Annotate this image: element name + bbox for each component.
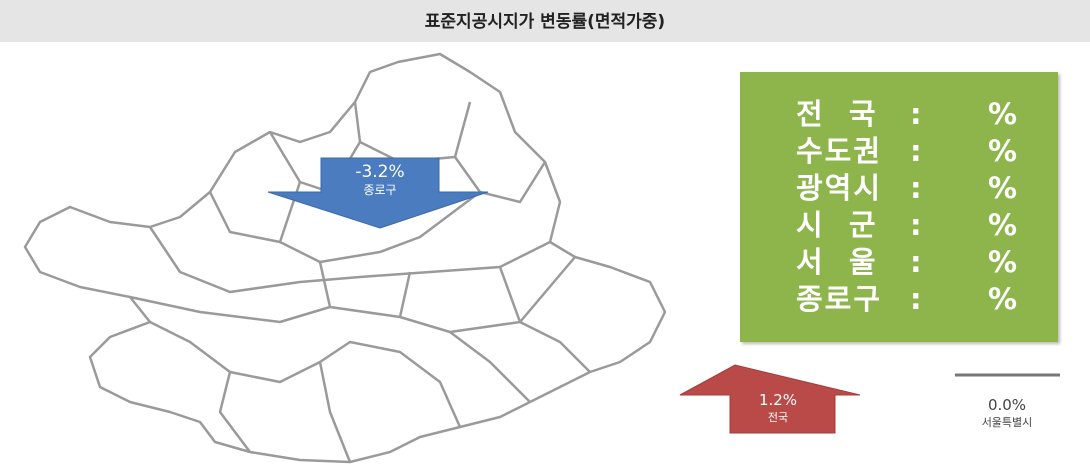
row-unit: % xyxy=(988,245,1018,279)
row-label: 전 국 xyxy=(796,97,878,131)
row-unit: % xyxy=(988,134,1018,168)
row-label: 광역시 xyxy=(796,171,883,205)
summary-row: 서 울:% xyxy=(740,244,1058,280)
row-label: 수도권 xyxy=(796,134,883,168)
row-label: 시 군 xyxy=(796,208,878,242)
summary-row: 전 국:% xyxy=(740,96,1058,132)
seoul-map: -3.2% 종로구 xyxy=(23,52,667,464)
seoul-marker-name: 서울특별시 xyxy=(982,416,1033,429)
row-colon: : xyxy=(910,245,922,279)
row-unit: % xyxy=(988,97,1018,131)
row-colon: : xyxy=(910,134,922,168)
district-arrow-name: 종로구 xyxy=(363,183,396,197)
summary-row: 시 군:% xyxy=(740,207,1058,243)
row-colon: : xyxy=(910,171,922,205)
summary-row: 종로구:% xyxy=(740,281,1058,317)
summary-box: 전 국:% 수도권:% 광역시:% 시 군:% 서 울:% 종로구:% xyxy=(740,72,1058,342)
row-colon: : xyxy=(910,208,922,242)
summary-row: 광역시:% xyxy=(740,170,1058,206)
row-colon: : xyxy=(910,97,922,131)
title-bar: 표준지공시지가 변동률(면적가중) xyxy=(0,0,1090,42)
nation-arrow-value: 1.2% xyxy=(759,391,797,409)
district-arrow-value: -3.2% xyxy=(355,162,404,182)
row-unit: % xyxy=(988,208,1018,242)
row-unit: % xyxy=(988,282,1018,316)
row-unit: % xyxy=(988,171,1018,205)
summary-row: 수도권:% xyxy=(740,133,1058,169)
legend-markers: 1.2% 전국 0.0% 서울특별시 xyxy=(679,364,1060,434)
row-label: 서 울 xyxy=(796,245,878,279)
district-arrow xyxy=(267,157,489,229)
title: 표준지공시지가 변동률(면적가중) xyxy=(424,12,666,32)
row-label: 종로구 xyxy=(796,282,883,316)
nation-arrow xyxy=(679,364,861,434)
row-colon: : xyxy=(910,282,922,316)
districts xyxy=(23,52,667,464)
nation-arrow-name: 전국 xyxy=(768,411,788,424)
seoul-marker-value: 0.0% xyxy=(988,396,1026,414)
